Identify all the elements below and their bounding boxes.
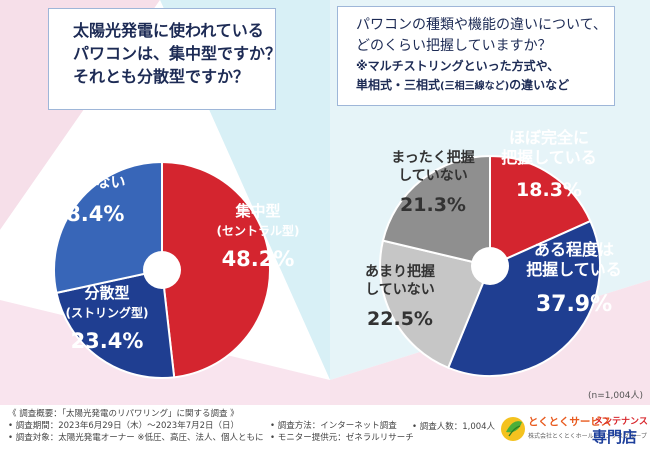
chart1-value-2: 23.4% [71,329,144,353]
chart1-slice-1 [161,160,271,379]
question1-line3: それとも分散型ですか？ [73,67,250,86]
question2-line1: パワコンの種類や機能の違いについて、 [356,17,607,33]
survey-overview-2: • 調査方法：インターネット調査 • モニター提供元：ゼネラルリサーチ [270,420,414,444]
chart2-label-3-line-2: していない [365,282,435,298]
company-logo: とくとくサービス 株式会社とくとくホールディングスグループ メンテナンス 専門店 [500,412,648,446]
chart1-slice-2 [55,268,176,379]
footer-provider: • モニター提供元：ゼネラルリサーチ [270,433,414,443]
chart2-label-2-line-1: ある程度は [534,240,614,259]
chart1-label-3: わからない 28.4% [50,173,125,226]
chart2-label-4-line-1: まったく把握 [391,149,474,166]
logo-shop: 専門店 [592,428,638,446]
chart2-slice-3 [379,239,492,370]
chart1-center-hole [143,251,181,289]
chart2-label-3-line-1: あまり把握 [365,263,435,280]
question2-note1: ※マルチストリングといった方式や、 [356,59,560,73]
chart2-label-2-line-2: 把握している [526,260,622,279]
footer-respondents: • 調査人数：1,004人 [412,422,496,432]
logo-brand: とくとくサービス [528,416,612,428]
chart2-slice-2 [446,219,601,377]
question1-line1: 太陽光発電に使われている [73,21,264,40]
chart1-label-1-line-2: (セントラル型) [217,223,300,238]
question-box-1: 太陽光発電に使われている パワコンは、集中型ですか？ それとも分散型ですか？ [48,8,282,110]
sample-size: (n=1,004人) [588,391,644,401]
chart1-label-2-line-2: (ストリング型) [66,305,149,320]
chart1-label-1-line-1: 集中型 [234,202,280,220]
chart2-slice-4 [381,154,491,268]
footer-method: • 調査方法：インターネット調査 [270,421,397,431]
chart1-value-3: 28.4% [52,202,125,226]
footer-line3: • 調査対象：太陽光発電オーナー ※低圧、高圧、法人、個人ともに [8,433,264,443]
chart1-label-1: 集中型 (セントラル型) 48.2% [217,202,300,271]
question1-line2: パワコンは、集中型ですか？ [73,44,282,63]
leaf-logo-icon [501,417,525,441]
chart2-slice-1 [489,154,592,268]
chart2-center-hole [471,247,509,285]
question-box-2: パワコンの種類や機能の違いについて、 どのくらい把握していますか？ ※マルチスト… [337,6,615,106]
chart2-value-3: 22.5% [367,308,433,330]
chart1-label-2: 分散型 (ストリング型) 23.4% [66,284,149,353]
footer-line2: • 調査期間：2023年6月29日（木）～2023年7月2日（日） [8,421,240,431]
logo-maintenance: メンテナンス [594,417,648,427]
chart2-label-4-line-2: していない [398,168,468,184]
chart1-label-2-line-1: 分散型 [84,284,129,302]
question2-note2: 単相式・三相式(三相三線など)の違いなど [356,78,570,92]
chart2-value-1: 18.3% [516,179,582,201]
chart2-value-2: 37.9% [536,292,612,317]
footer-line1: 《 調査概要：「太陽光発電のリパワリング」に関する調査 》 [8,409,239,419]
logo-subtitle: 株式会社とくとくホールディングスグループ [528,433,647,440]
survey-overview: 《 調査概要：「太陽光発電のリパワリング」に関する調査 》 • 調査期間：202… [8,408,264,444]
chart2-label-1-line-2: 把握している [501,148,597,167]
chart2-value-4: 21.3% [400,194,466,216]
chart1-value-1: 48.2% [222,247,295,271]
question2-line2: どのくらい把握していますか？ [356,38,552,54]
chart1-slice-3 [53,160,163,295]
chart1-label-3-line-1: わからない [50,173,125,191]
chart2-label-1-line-1: ほぼ完全に [509,128,589,147]
